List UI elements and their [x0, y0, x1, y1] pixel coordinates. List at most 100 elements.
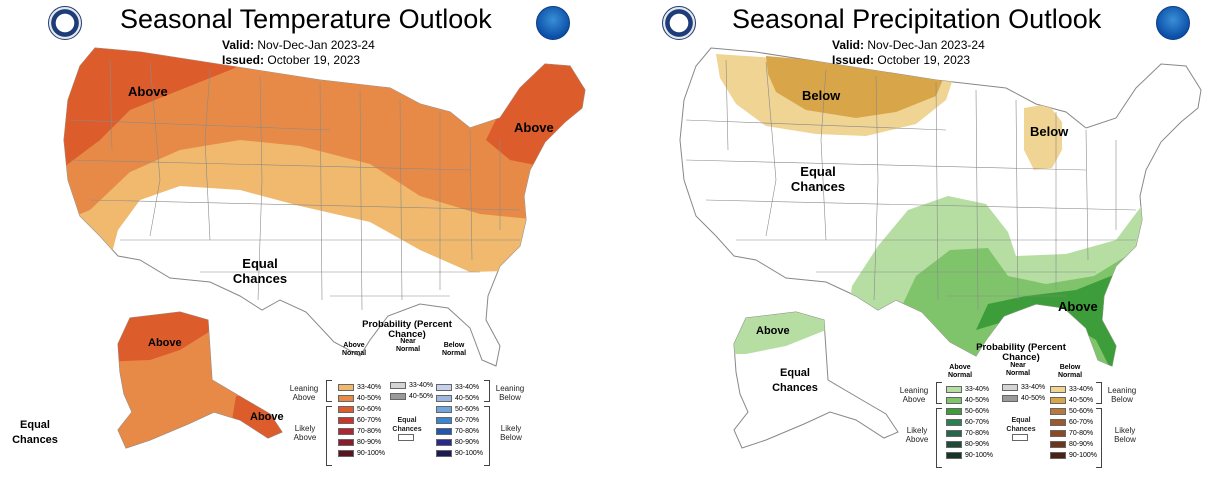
- alaska-label-equal-chances: Equal Chances: [772, 367, 818, 394]
- noaa-department-seal-icon: [662, 6, 696, 40]
- legend-group-leaning-below: Leaning Below: [495, 384, 525, 402]
- state-borders: [685, 59, 1137, 311]
- legend-below-swatch: [1050, 452, 1066, 459]
- legend-above-swatch: [338, 428, 354, 435]
- issued-label: Issued:: [832, 53, 875, 67]
- legend-below-label: 50-60%: [455, 406, 480, 413]
- legend-above-swatch: [338, 439, 354, 446]
- legend-below-swatch: [1050, 386, 1066, 393]
- legend-equal-chances-label: Equal Chances: [392, 417, 422, 433]
- legend-brace-likely-above: [936, 408, 942, 468]
- legend-above-swatch: [338, 406, 354, 413]
- legend-below-swatch: [1050, 430, 1066, 437]
- legend-below-swatch: [436, 439, 452, 446]
- legend-brace-leaning-above: [936, 382, 942, 404]
- legend-below-swatch: [436, 395, 452, 402]
- legend-brace-likely-below: [484, 406, 490, 466]
- legend-below-label: 60-70%: [455, 417, 480, 424]
- region-label-equal-chances: Equal Chances: [232, 256, 288, 286]
- legend-head-near: Near Normal: [1005, 362, 1031, 377]
- legend-title: Probability (Percent Chance): [362, 319, 452, 340]
- state-borders: [69, 59, 521, 311]
- legend-below-label: 90-100%: [455, 450, 484, 457]
- alaska-label-above-north: Above: [148, 337, 182, 349]
- legend-head-above: Above Normal: [341, 342, 367, 357]
- legend-above-swatch: [338, 384, 354, 391]
- legend-above-swatch: [946, 452, 962, 459]
- temperature-map: [63, 47, 586, 449]
- legend-near-label: 33-40%: [409, 382, 434, 389]
- legend-brace-likely-above: [326, 406, 332, 466]
- legend-below-label: 33-40%: [1069, 386, 1094, 393]
- legend-above-label: 80-90%: [357, 439, 382, 446]
- legend-head-below: Below Normal: [441, 342, 467, 357]
- legend-below-label: 50-60%: [1069, 408, 1094, 415]
- region-label-above-south: Above: [1058, 299, 1098, 314]
- region-label-below-michigan: Below: [1030, 124, 1069, 139]
- precipitation-outlook-panel: Seasonal Precipitation Outlook Valid: No…: [616, 0, 1232, 477]
- legend-below-label: 80-90%: [455, 439, 480, 446]
- legend-above-label: 40-50%: [357, 395, 382, 402]
- legend-brace-leaning-above: [326, 380, 332, 402]
- legend-above-label: 70-80%: [965, 430, 990, 437]
- legend-above-swatch: [338, 417, 354, 424]
- legend-group-likely-below: Likely Below: [500, 424, 522, 442]
- legend-near-swatch: [1002, 395, 1018, 402]
- legend-below-label: 60-70%: [1069, 419, 1094, 426]
- legend-above-label: 80-90%: [965, 441, 990, 448]
- legend-above-label: 90-100%: [965, 452, 994, 459]
- legend-below-label: 40-50%: [455, 395, 480, 402]
- valid-label: Valid:: [222, 38, 255, 52]
- legend-below-swatch: [436, 406, 452, 413]
- legend-group-likely-above: Likely Above: [905, 426, 929, 444]
- legend-brace-likely-below: [1096, 408, 1102, 468]
- legend-above-label: 50-60%: [357, 406, 382, 413]
- legend-near-label: 40-50%: [1021, 395, 1046, 402]
- legend-head-below: Below Normal: [1057, 364, 1083, 379]
- legend-near-swatch: [390, 393, 406, 400]
- issued-value: October 19, 2023: [267, 53, 361, 67]
- page-title: Seasonal Temperature Outlook: [120, 4, 492, 34]
- legend-above-swatch: [946, 386, 962, 393]
- legend-below-swatch: [1050, 419, 1066, 426]
- legend-below-label: 70-80%: [1069, 430, 1094, 437]
- temp-tier-50-60: [64, 48, 300, 170]
- legend-near-label: 33-40%: [1021, 384, 1046, 391]
- precipitation-map: [679, 47, 1202, 449]
- legend-equal-chances-swatch: [398, 434, 414, 441]
- valid-issued-info: Valid: Nov-Dec-Jan 2023-24 Issued: Octob…: [832, 38, 985, 68]
- temperature-outlook-panel: Seasonal Temperature Outlook Valid: Nov-…: [12, 4, 586, 466]
- legend-below-swatch: [1050, 397, 1066, 404]
- legend-below-swatch: [436, 450, 452, 457]
- legend-above-label: 40-50%: [965, 397, 990, 404]
- legend-below-swatch: [436, 428, 452, 435]
- legend-above-label: 50-60%: [965, 408, 990, 415]
- valid-value: Nov-Dec-Jan 2023-24: [867, 38, 985, 52]
- legend-above-swatch: [338, 395, 354, 402]
- noaa-logo-icon: [1156, 6, 1190, 40]
- alaska-tier-50-60-se: [232, 396, 282, 448]
- legend-title: Probability (Percent Chance): [976, 342, 1066, 363]
- legend-above-swatch: [338, 450, 354, 457]
- legend-below-label: 90-100%: [1069, 452, 1098, 459]
- legend-below-swatch: [1050, 408, 1066, 415]
- legend-equal-chances-swatch: [1012, 434, 1028, 441]
- legend-near-swatch: [390, 382, 406, 389]
- legend-below-label: 70-80%: [455, 428, 480, 435]
- region-label-above-northwest: Above: [128, 84, 168, 99]
- alaska-label-equal-chances: Equal Chances: [12, 419, 58, 446]
- legend-below-swatch: [436, 384, 452, 391]
- legend-below-label: 40-50%: [1069, 397, 1094, 404]
- page-title: Seasonal Precipitation Outlook: [732, 4, 1102, 34]
- issued-value: October 19, 2023: [877, 53, 971, 67]
- legend-below-swatch: [1050, 441, 1066, 448]
- legend-above-label: 33-40%: [357, 384, 382, 391]
- legend-below-label: 80-90%: [1069, 441, 1094, 448]
- legend-head-near: Near Normal: [395, 338, 421, 353]
- legend-above-label: 90-100%: [357, 450, 386, 457]
- alaska-label-above: Above: [756, 325, 790, 337]
- legend-group-leaning-above: Leaning Above: [289, 384, 319, 402]
- legend-below-label: 33-40%: [455, 384, 480, 391]
- legend-brace-leaning-below: [484, 380, 490, 402]
- legend-group-leaning-below: Leaning Below: [1107, 386, 1137, 404]
